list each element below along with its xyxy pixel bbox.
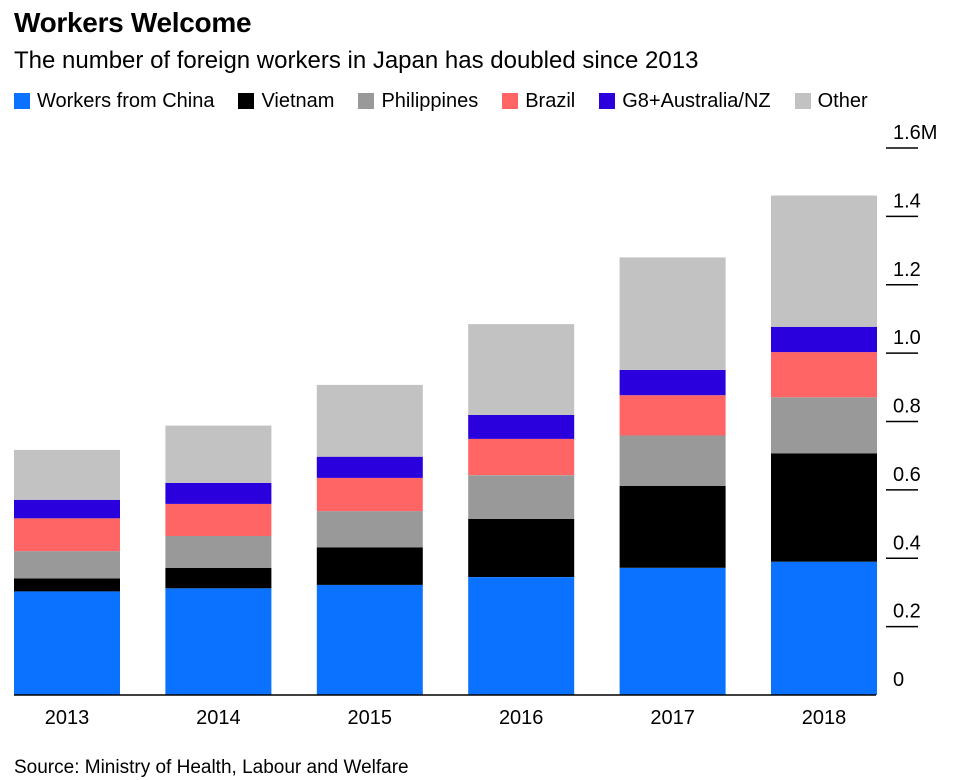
bar-segment-workers-from-china-2016 bbox=[468, 577, 575, 695]
legend-item-brazil: Brazil bbox=[502, 88, 575, 114]
y-tick-label: 0.6 bbox=[893, 464, 921, 486]
chart-subtitle: The number of foreign workers in Japan h… bbox=[14, 47, 699, 74]
bar-segment-brazil-2015 bbox=[316, 477, 423, 512]
legend-item-other: Other bbox=[794, 88, 868, 114]
legend: Workers from China Vietnam Philippines Braz… bbox=[14, 88, 868, 114]
stacked-bar-chart: 2013 2014 2015 2016 2017 2018 0 0.2 0.4 0.6 0.8 1.0… bbox=[14, 122, 937, 729]
legend-label: Philippines bbox=[381, 90, 479, 112]
legend-swatch bbox=[358, 93, 375, 109]
x-tick-label: 2014 bbox=[196, 707, 241, 729]
bar-segment-other-2013 bbox=[14, 449, 120, 500]
bar-segment-brazil-2016 bbox=[468, 438, 575, 476]
bar-segment-philippines-2018 bbox=[771, 397, 877, 454]
legend-swatch bbox=[794, 93, 811, 109]
bar-segment-workers-from-china-2018 bbox=[771, 561, 877, 695]
bar-segment-g8-australia-nz-2015 bbox=[316, 456, 423, 478]
legend-label: Brazil bbox=[525, 90, 576, 112]
x-tick-label: 2013 bbox=[45, 707, 90, 729]
bar-segment-other-2016 bbox=[468, 324, 575, 415]
bar-segment-workers-from-china-2017 bbox=[619, 567, 726, 695]
legend-label: Vietnam bbox=[261, 90, 335, 112]
y-tick-label: 1.6M bbox=[893, 122, 937, 144]
bar-segment-workers-from-china-2014 bbox=[165, 588, 272, 695]
y-tick-label: 0.4 bbox=[893, 532, 921, 554]
legend-label: Workers from China bbox=[37, 90, 215, 112]
bar-segment-philippines-2016 bbox=[468, 475, 575, 519]
bar-segment-vietnam-2018 bbox=[771, 453, 877, 562]
bar-segment-philippines-2017 bbox=[619, 435, 726, 486]
legend-swatch bbox=[14, 93, 30, 109]
x-tick-label: 2017 bbox=[650, 707, 695, 729]
x-tick-label: 2016 bbox=[499, 707, 544, 729]
legend-label: Other bbox=[817, 90, 868, 112]
bar-segment-other-2014 bbox=[165, 425, 272, 483]
y-tick-label: 1.0 bbox=[893, 327, 921, 349]
bar-segment-brazil-2017 bbox=[619, 395, 726, 436]
bar-segment-philippines-2014 bbox=[165, 536, 272, 568]
y-tick-label: 0.8 bbox=[893, 396, 921, 418]
bar-segment-g8-australia-nz-2013 bbox=[14, 499, 120, 519]
legend-swatch bbox=[238, 93, 255, 109]
legend-item-workers-from-china: Workers from China bbox=[14, 88, 214, 114]
legend-item-vietnam: Vietnam bbox=[238, 88, 334, 114]
legend-item-philippines: Philippines bbox=[358, 88, 478, 114]
chart-title: Workers Welcome bbox=[14, 7, 252, 38]
x-tick-label: 2015 bbox=[348, 707, 393, 729]
y-tick-label: 0.2 bbox=[893, 601, 921, 623]
bar-segment-workers-from-china-2015 bbox=[316, 584, 423, 695]
bar-segment-philippines-2013 bbox=[14, 551, 120, 579]
y-tick-label: 1.4 bbox=[893, 190, 921, 212]
bar-segment-other-2017 bbox=[619, 257, 726, 370]
bar-segment-brazil-2018 bbox=[771, 352, 877, 398]
bar-segment-g8-australia-nz-2018 bbox=[771, 326, 877, 353]
source-note: Source: Ministry of Health, Labour and W… bbox=[14, 757, 409, 778]
bar-segment-vietnam-2015 bbox=[316, 547, 423, 585]
bar-segment-g8-australia-nz-2016 bbox=[468, 415, 575, 439]
bar-segment-vietnam-2014 bbox=[165, 567, 272, 589]
bar-segment-philippines-2015 bbox=[316, 511, 423, 548]
bar-segment-other-2015 bbox=[316, 384, 423, 457]
legend-item-g8-australia-nz: G8+Australia/NZ bbox=[599, 88, 771, 114]
y-tick-label: 0 bbox=[893, 669, 904, 691]
legend-swatch bbox=[502, 93, 519, 109]
bar-segment-vietnam-2016 bbox=[468, 518, 575, 577]
bar-segment-other-2018 bbox=[771, 195, 877, 327]
legend-label: G8+Australia/NZ bbox=[622, 90, 771, 112]
legend-swatch bbox=[599, 93, 616, 109]
x-tick-label: 2018 bbox=[802, 707, 847, 729]
bar-segment-workers-from-china-2013 bbox=[14, 591, 120, 695]
bar-segment-vietnam-2013 bbox=[14, 578, 120, 592]
bar-segment-brazil-2014 bbox=[165, 503, 272, 536]
bar-segment-brazil-2013 bbox=[14, 518, 120, 552]
bar-segment-g8-australia-nz-2017 bbox=[619, 369, 726, 396]
bar-segment-vietnam-2017 bbox=[619, 485, 726, 568]
bar-segment-g8-australia-nz-2014 bbox=[165, 483, 272, 504]
y-tick-label: 1.2 bbox=[893, 259, 921, 281]
